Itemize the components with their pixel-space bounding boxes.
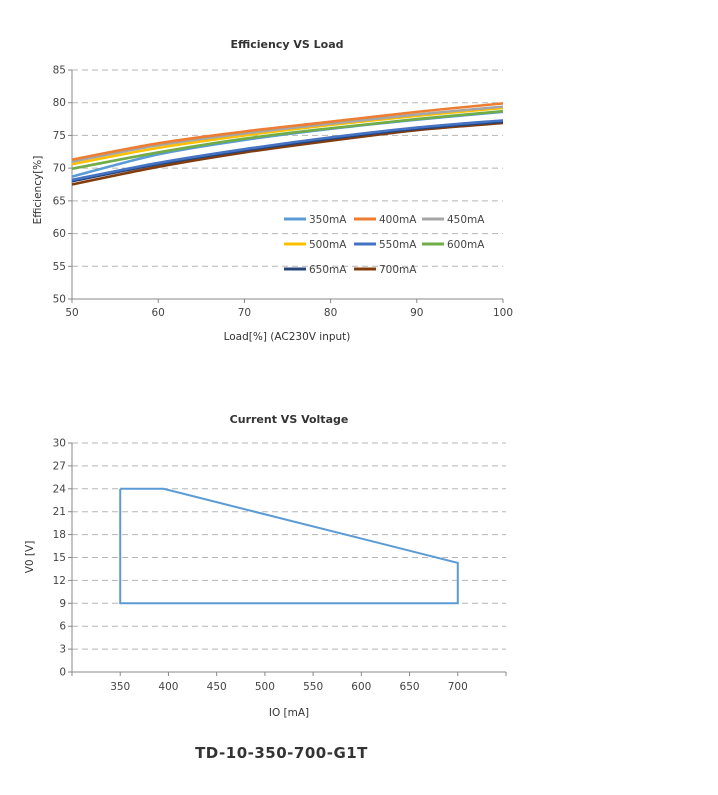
y-tick-label: 3: [59, 644, 66, 656]
x-tick-label: 350: [110, 681, 130, 693]
series-line-550mA: [71, 119, 504, 182]
legend-label-550mA: 550mA: [379, 239, 417, 251]
y-tick-label: 18: [53, 529, 66, 541]
x-tick-label: 100: [493, 307, 513, 319]
efficiency-series-lines: [71, 102, 504, 186]
x-tick-label: 450: [207, 681, 227, 693]
efficiency-x-axis-label: Load[%] (AC230V input): [224, 331, 351, 343]
current-voltage-gridlines: [68, 442, 507, 676]
efficiency-chart-title: Efficiency VS Load: [230, 38, 343, 51]
x-tick-label: 80: [324, 307, 337, 319]
y-tick-label: 15: [53, 552, 66, 564]
x-tick-label: 600: [351, 681, 371, 693]
y-tick-label: 21: [53, 506, 66, 518]
x-tick-label: 50: [65, 307, 78, 319]
current-voltage-chart-title: Current VS Voltage: [230, 413, 349, 426]
y-tick-label: 70: [53, 163, 66, 175]
legend-label-700mA: 700mA: [379, 264, 417, 276]
legend-label-500mA: 500mA: [309, 239, 347, 251]
series-line-450mA: [71, 105, 504, 163]
y-tick-label: 27: [53, 460, 66, 472]
efficiency-legend: 350mA 400mA 450mA 500mA 550mA 600mA 650mA 700mA: [284, 214, 485, 276]
y-tick-label: 30: [53, 438, 66, 450]
y-tick-label: 12: [53, 575, 66, 587]
y-tick-label: 85: [53, 65, 66, 77]
current-voltage-y-axis-label: V0 [V]: [24, 541, 36, 574]
current-voltage-x-tick-labels: 350 400 450 500 550 600 650 700: [110, 681, 468, 693]
efficiency-chart: Efficiency VS Load 50 55 60 65 70 75 80 85 50 60…: [32, 38, 513, 343]
y-tick-label: 65: [53, 195, 66, 207]
efficiency-y-tick-labels: 50 55 60 65 70 75 80 85: [53, 65, 66, 306]
operating-area-outline: [119, 487, 459, 605]
legend-label-650mA: 650mA: [309, 264, 347, 276]
series-line-600mA: [71, 109, 504, 171]
efficiency-x-tick-labels: 50 60 70 80 90 100: [65, 307, 513, 319]
y-tick-label: 60: [53, 228, 66, 240]
x-tick-label: 70: [238, 307, 251, 319]
x-tick-label: 650: [400, 681, 420, 693]
y-tick-label: 55: [53, 261, 66, 273]
efficiency-y-axis-label: Efficiency[%]: [32, 156, 44, 225]
y-tick-label: 50: [53, 294, 66, 306]
x-tick-label: 60: [152, 307, 165, 319]
y-tick-label: 80: [53, 97, 66, 109]
current-voltage-chart: Current VS Voltage 0 3 6 9 12 15 18 21 24 27 30 35…: [24, 413, 507, 719]
current-voltage-series: [119, 487, 459, 605]
x-tick-label: 400: [158, 681, 178, 693]
model-name: TD-10-350-700-G1T: [195, 744, 368, 762]
series-line-400mA: [71, 102, 504, 161]
y-tick-label: 6: [59, 621, 66, 633]
y-tick-label: 9: [59, 598, 66, 610]
legend-label-350mA: 350mA: [309, 214, 347, 226]
x-tick-label: 500: [255, 681, 275, 693]
legend-label-400mA: 400mA: [379, 214, 417, 226]
current-voltage-x-axis-label: IO [mA]: [269, 707, 309, 719]
current-voltage-y-tick-labels: 0 3 6 9 12 15 18 21 24 27 30: [53, 438, 67, 679]
y-tick-label: 75: [53, 130, 66, 142]
legend-label-600mA: 600mA: [447, 239, 485, 251]
x-tick-label: 90: [410, 307, 423, 319]
x-tick-label: 700: [448, 681, 468, 693]
y-tick-label: 0: [59, 667, 66, 679]
y-tick-label: 24: [53, 483, 67, 495]
legend-label-450mA: 450mA: [447, 214, 485, 226]
x-tick-label: 550: [303, 681, 323, 693]
